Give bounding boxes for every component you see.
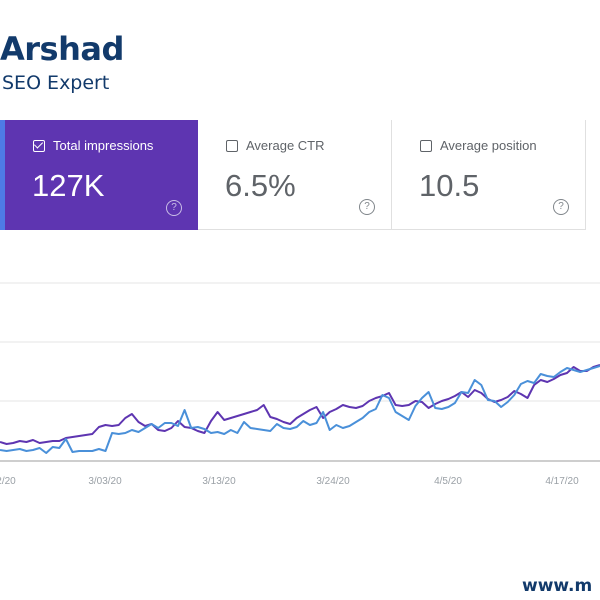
metric-card-total-impressions[interactable]: Total impressions 127K ? (5, 120, 198, 230)
selected-card-accent (0, 120, 5, 230)
metric-label: Average position (440, 138, 537, 153)
x-tick-label: 3/24/20 (316, 476, 350, 487)
x-tick-label: 4/5/20 (434, 476, 462, 487)
help-icon[interactable]: ? (166, 200, 182, 216)
help-icon[interactable]: ? (553, 199, 569, 215)
metric-label: Total impressions (53, 138, 154, 153)
series-line-secondary (0, 365, 600, 454)
metric-card-average-ctr[interactable]: Average CTR 6.5% ? (198, 120, 392, 230)
series-line-impressions (0, 364, 600, 445)
metric-value: 127K (32, 168, 105, 203)
x-tick-label: 3/13/20 (202, 476, 236, 487)
x-tick-label: 2/20 (0, 476, 16, 487)
brand-name: Arshad (0, 30, 124, 68)
x-tick-label: 4/17/20 (545, 476, 579, 487)
brand-tagline: SEO Expert (2, 72, 110, 94)
metric-card-average-position[interactable]: Average position 10.5 ? (392, 120, 586, 230)
checkbox-checked-icon[interactable] (33, 139, 45, 152)
x-tick-label: 3/03/20 (88, 476, 122, 487)
website-url: www.m (522, 576, 593, 596)
metric-label: Average CTR (246, 138, 325, 153)
metric-cards: Total impressions 127K ? Average CTR 6.5… (0, 120, 600, 230)
performance-line-chart: 2/20 3/03/20 3/13/20 3/24/20 4/5/20 4/17/20 (0, 282, 600, 487)
metric-value: 10.5 (419, 168, 480, 203)
checkbox-icon[interactable] (420, 140, 432, 152)
help-icon[interactable]: ? (359, 199, 375, 215)
checkbox-icon[interactable] (226, 140, 238, 152)
metric-value: 6.5% (225, 168, 296, 203)
